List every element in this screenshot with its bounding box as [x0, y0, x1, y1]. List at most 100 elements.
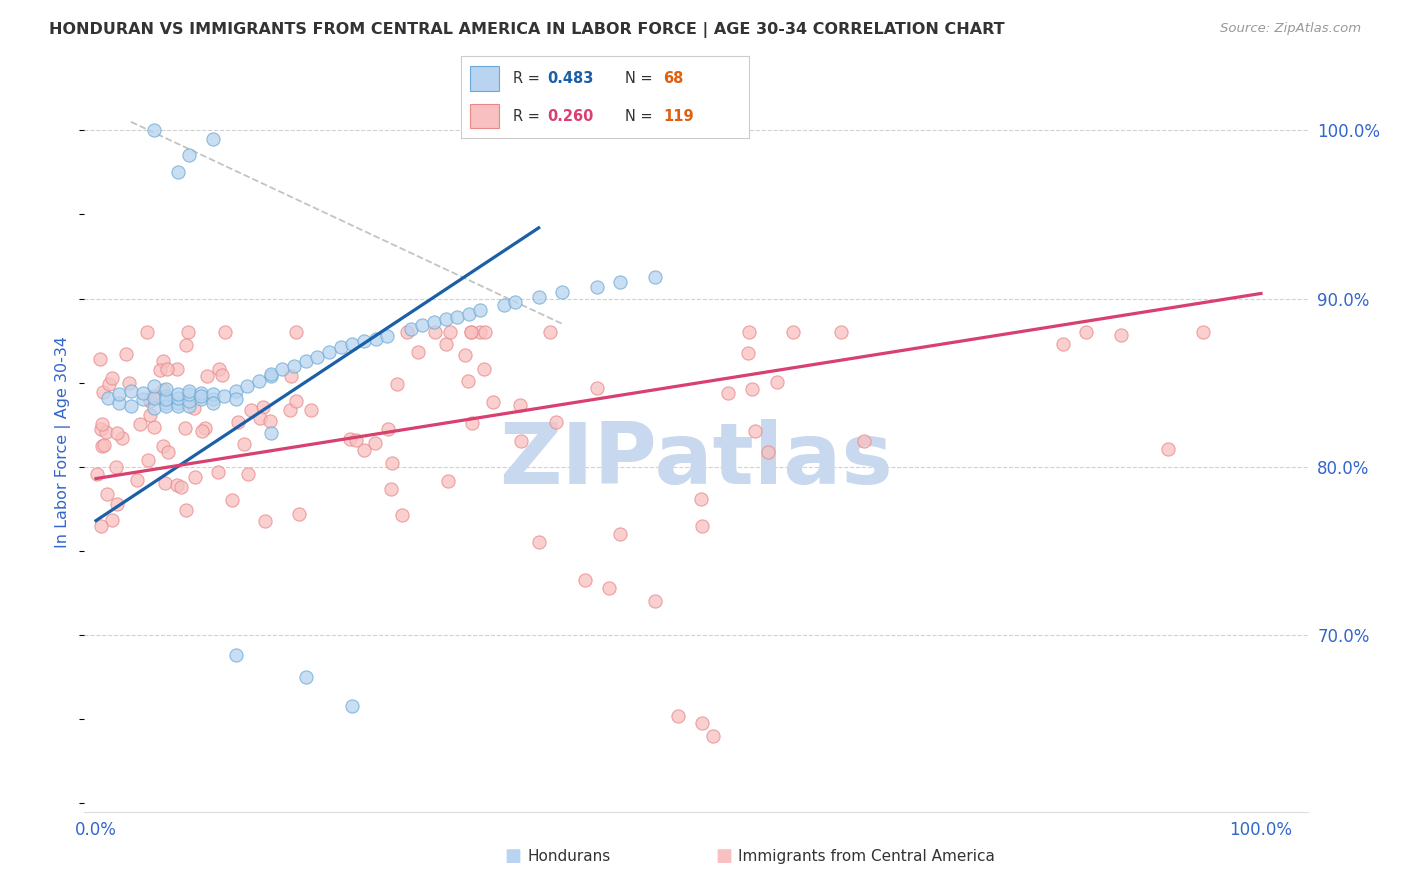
Point	[101, 512, 124, 526]
Point	[194, 420, 217, 434]
Point	[131, 385, 153, 400]
Point	[104, 459, 127, 474]
Point	[183, 401, 205, 415]
Point	[364, 332, 387, 346]
Point	[225, 648, 247, 663]
Point	[406, 345, 429, 359]
Point	[225, 392, 247, 407]
Point	[259, 414, 281, 428]
Point	[155, 399, 177, 413]
Point	[439, 325, 461, 339]
Point	[538, 325, 561, 339]
Point	[156, 361, 179, 376]
Point	[260, 426, 283, 441]
Point	[201, 131, 224, 145]
Point	[120, 384, 142, 398]
Point	[260, 368, 283, 383]
Point	[166, 391, 188, 405]
Point	[108, 387, 131, 401]
Point	[307, 351, 329, 365]
Point	[86, 467, 108, 481]
Point	[285, 325, 308, 339]
Point	[329, 340, 352, 354]
Point	[97, 391, 120, 405]
Text: Hondurans: Hondurans	[527, 849, 610, 863]
Point	[353, 334, 375, 348]
Point	[170, 480, 193, 494]
Point	[143, 391, 166, 405]
Point	[375, 328, 398, 343]
Point	[644, 269, 666, 284]
Text: 68: 68	[664, 70, 683, 86]
Point	[702, 729, 724, 743]
Point	[143, 401, 166, 415]
Point	[717, 385, 740, 400]
Point	[271, 362, 294, 376]
Point	[149, 363, 172, 377]
Point	[105, 497, 128, 511]
Point	[207, 465, 229, 479]
Point	[509, 434, 531, 449]
Point	[288, 507, 311, 521]
Point	[446, 310, 468, 324]
Point	[105, 426, 128, 441]
Point	[738, 325, 761, 339]
Point	[294, 353, 316, 368]
Point	[461, 416, 484, 430]
Point	[155, 383, 177, 397]
Point	[782, 325, 804, 339]
Point	[527, 290, 550, 304]
Point	[252, 401, 274, 415]
Point	[179, 384, 201, 398]
Point	[1052, 336, 1074, 351]
Point	[1109, 327, 1132, 342]
Point	[395, 325, 418, 339]
Point	[157, 444, 180, 458]
Text: ■: ■	[716, 847, 733, 865]
FancyBboxPatch shape	[470, 66, 499, 91]
Point	[457, 374, 479, 388]
Point	[239, 403, 262, 417]
Point	[364, 436, 387, 450]
Point	[690, 491, 713, 506]
Point	[744, 424, 766, 438]
Point	[527, 535, 550, 549]
Text: ■: ■	[505, 847, 522, 865]
Point	[766, 375, 789, 389]
Point	[190, 389, 212, 403]
Point	[460, 325, 482, 339]
Point	[179, 387, 201, 401]
Point	[391, 508, 413, 522]
Point	[89, 352, 111, 367]
Point	[96, 487, 118, 501]
Point	[155, 389, 177, 403]
Point	[1076, 325, 1098, 339]
Point	[434, 311, 457, 326]
Y-axis label: In Labor Force | Age 30-34: In Labor Force | Age 30-34	[55, 335, 72, 548]
Point	[741, 382, 763, 396]
Point	[339, 432, 361, 446]
Point	[152, 353, 174, 368]
Point	[830, 325, 852, 339]
Point	[226, 416, 249, 430]
Point	[544, 416, 567, 430]
Point	[385, 376, 408, 391]
Text: 119: 119	[664, 109, 693, 124]
Point	[155, 396, 177, 410]
Point	[190, 385, 212, 400]
Point	[129, 417, 152, 431]
Point	[179, 148, 201, 162]
Point	[284, 393, 307, 408]
Point	[212, 389, 235, 403]
Text: Immigrants from Central America: Immigrants from Central America	[738, 849, 995, 863]
Point	[380, 482, 402, 496]
Point	[254, 514, 277, 528]
Point	[190, 392, 212, 407]
Point	[236, 467, 259, 482]
Point	[474, 325, 496, 339]
Point	[142, 389, 165, 403]
Point	[1191, 325, 1213, 339]
Point	[201, 396, 224, 410]
Point	[505, 294, 527, 309]
Point	[668, 708, 690, 723]
